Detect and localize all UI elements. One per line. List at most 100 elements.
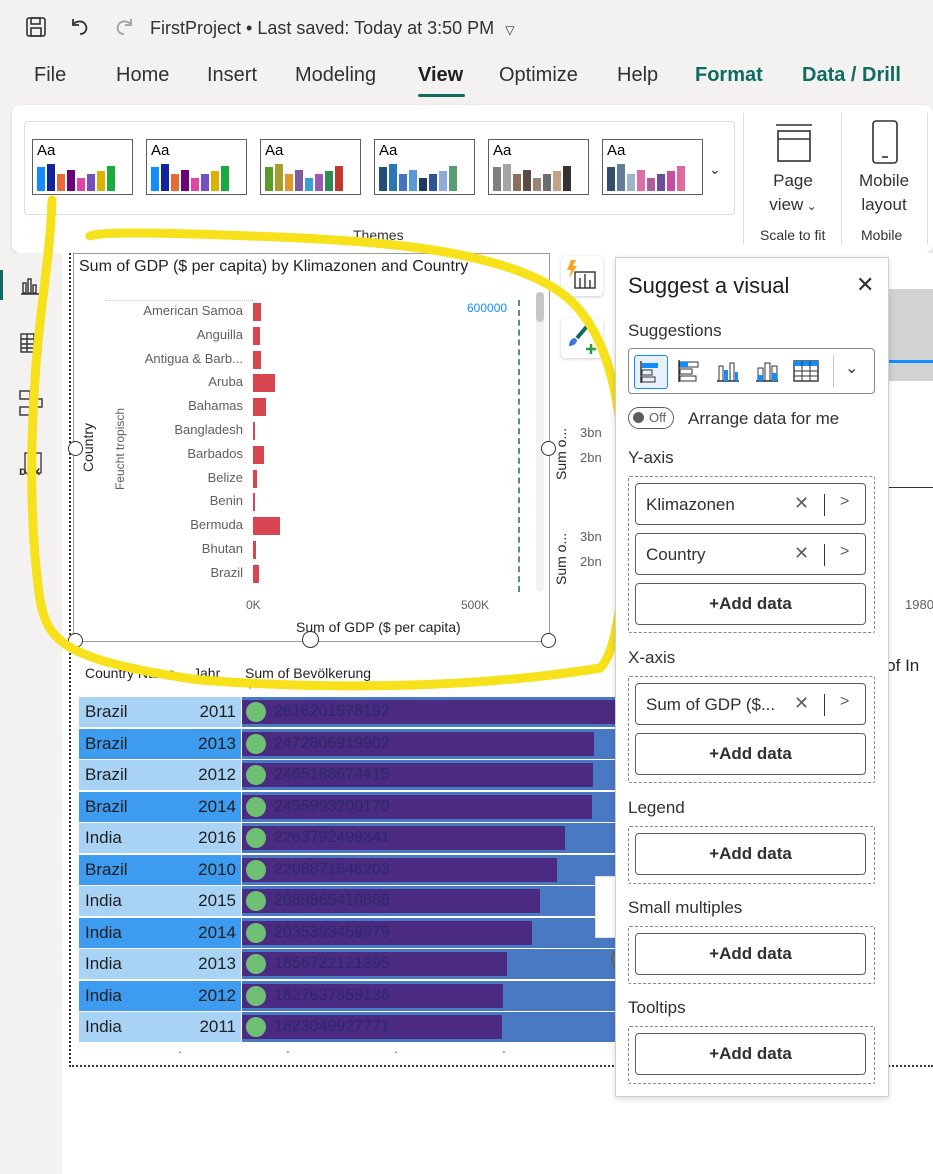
- tab-file[interactable]: File: [34, 64, 67, 86]
- chevron-down-icon[interactable]: ⌄: [845, 360, 859, 377]
- tab-modeling[interactable]: Modeling: [295, 64, 377, 86]
- resize-handle[interactable]: [541, 441, 556, 456]
- bar[interactable]: [253, 303, 261, 321]
- mobile-layout-label: Mobile: [858, 171, 910, 190]
- cell-population: 2472806919902: [242, 728, 615, 759]
- table-row[interactable]: India 2014 2035393459979: [79, 917, 615, 948]
- table-row[interactable]: Brazil 2014 2455993200170: [79, 791, 615, 822]
- column-header-country[interactable]: Country Name: [85, 665, 176, 681]
- bar[interactable]: [253, 398, 266, 417]
- theme-swatch[interactable]: Aa: [32, 139, 133, 195]
- sort-desc-icon[interactable]: ▼: [245, 681, 255, 692]
- report-view-icon[interactable]: [16, 270, 46, 300]
- close-icon[interactable]: ✕: [856, 272, 875, 297]
- remove-field-icon[interactable]: ✕: [794, 693, 810, 713]
- theme-swatch[interactable]: Aa: [488, 139, 589, 195]
- table-row[interactable]: India 2013 1856722121395: [79, 949, 615, 979]
- document-title[interactable]: FirstProject • Last saved: Today at 3:50…: [150, 18, 514, 39]
- bar[interactable]: [253, 541, 256, 559]
- toggle-state: Off: [649, 410, 667, 425]
- table-visual-icon[interactable]: [790, 355, 822, 387]
- small-multiples-add-data-button[interactable]: +Add data: [635, 933, 866, 975]
- theme-color-bar: [47, 164, 55, 191]
- resize-handle[interactable]: [541, 633, 556, 648]
- legend-add-data-button[interactable]: +Add data: [635, 833, 866, 875]
- theme-swatch[interactable]: Aa: [374, 139, 475, 195]
- theme-swatch[interactable]: Aa: [146, 139, 247, 195]
- bar[interactable]: [253, 469, 257, 488]
- resize-handle[interactable]: [68, 633, 83, 648]
- resize-handle[interactable]: [302, 631, 319, 648]
- mobile-layout-button[interactable]: Mobile layout: [846, 117, 922, 217]
- bar[interactable]: [253, 564, 259, 583]
- undo-icon[interactable]: [67, 14, 93, 40]
- column-header-population[interactable]: Sum of Bevölkerung: [245, 665, 372, 681]
- bar[interactable]: [253, 493, 255, 512]
- table-row[interactable]: Brazil 2013 2472806919902: [79, 728, 615, 759]
- x-field-gdp[interactable]: Sum of GDP ($... ✕ >: [635, 683, 866, 725]
- stacked-column-chart-icon[interactable]: [751, 355, 783, 387]
- tooltips-label: Tooltips: [628, 998, 686, 1017]
- theme-swatch[interactable]: Aa: [260, 139, 361, 195]
- tab-insert[interactable]: Insert: [207, 64, 258, 86]
- theme-color-bars: [607, 163, 685, 191]
- table-row[interactable]: Brazil 2012 2465188674415: [79, 760, 615, 790]
- chevron-down-icon[interactable]: ▽: [505, 23, 515, 37]
- theme-sample-text: Aa: [607, 142, 626, 159]
- resize-handle[interactable]: [68, 441, 83, 456]
- remove-field-icon[interactable]: ✕: [794, 543, 810, 563]
- table-row[interactable]: India 2015 2089865410868: [79, 886, 615, 916]
- column-header-year[interactable]: Jahr: [193, 665, 221, 681]
- tab-help[interactable]: Help: [617, 64, 659, 86]
- bar[interactable]: [253, 517, 280, 536]
- bar[interactable]: [253, 374, 275, 393]
- category-label: Bangladesh: [174, 422, 243, 437]
- arrange-toggle[interactable]: Off: [628, 407, 674, 429]
- tab-view[interactable]: View: [418, 64, 464, 86]
- tab-home[interactable]: Home: [116, 64, 170, 86]
- status-dot-icon: [246, 859, 266, 880]
- table-row[interactable]: Brazil 2011 2616201578192: [79, 697, 615, 727]
- theme-color-bar: [151, 167, 159, 191]
- save-icon[interactable]: [23, 14, 49, 40]
- tab-optimize[interactable]: Optimize: [499, 64, 578, 86]
- y-axis-add-data-button[interactable]: +Add data: [635, 583, 866, 625]
- chevron-right-icon[interactable]: >: [840, 493, 850, 510]
- clustered-bar-chart-icon[interactable]: [634, 355, 668, 389]
- cell-year: 2012: [189, 980, 241, 1011]
- smart-narrative-button[interactable]: [561, 256, 603, 296]
- tab-format[interactable]: Format: [695, 64, 763, 86]
- chart-scrollbar-thumb[interactable]: [536, 292, 544, 322]
- chevron-right-icon[interactable]: >: [840, 543, 850, 560]
- dax-query-icon[interactable]: DAX: [16, 450, 46, 480]
- tab-data-drill[interactable]: Data / Drill: [802, 64, 901, 86]
- remove-field-icon[interactable]: ✕: [794, 493, 810, 513]
- table-row[interactable]: India 2016 2263792499341: [79, 823, 615, 853]
- theme-color-bar: [87, 174, 95, 191]
- tooltips-add-data-button[interactable]: +Add data: [635, 1033, 866, 1075]
- page-view-button[interactable]: Page view ⌄: [752, 117, 834, 217]
- x-axis-add-data-button[interactable]: +Add data: [635, 733, 866, 775]
- clustered-column-chart-icon[interactable]: [712, 355, 744, 387]
- bar[interactable]: [253, 350, 261, 369]
- bar[interactable]: [253, 422, 255, 440]
- bar[interactable]: [253, 445, 264, 464]
- chevron-right-icon[interactable]: >: [840, 693, 850, 710]
- y-field-klimazonen[interactable]: Klimazonen ✕ >: [635, 483, 866, 525]
- gallery-expand-icon[interactable]: ⌄: [709, 161, 721, 177]
- bar[interactable]: [253, 326, 260, 345]
- table-view-icon[interactable]: [16, 328, 46, 358]
- theme-swatch[interactable]: Aa: [602, 139, 703, 195]
- theme-color-bar: [617, 164, 625, 191]
- format-visual-button[interactable]: [561, 318, 603, 358]
- table-row[interactable]: India 2012 1827637859136: [79, 980, 615, 1011]
- stacked-bar-chart-icon[interactable]: [673, 355, 705, 387]
- model-view-icon[interactable]: [16, 388, 46, 418]
- ribbon-divider: [927, 113, 928, 245]
- table-row[interactable]: Brazil 2010 2208871646203: [79, 854, 615, 885]
- data-bar: [242, 763, 593, 787]
- table-row[interactable]: India 2011 1823049927771: [79, 1012, 615, 1042]
- data-bar: [242, 826, 565, 850]
- y-field-country[interactable]: Country ✕ >: [635, 533, 866, 575]
- cell-population: 2089865410868: [242, 886, 615, 916]
